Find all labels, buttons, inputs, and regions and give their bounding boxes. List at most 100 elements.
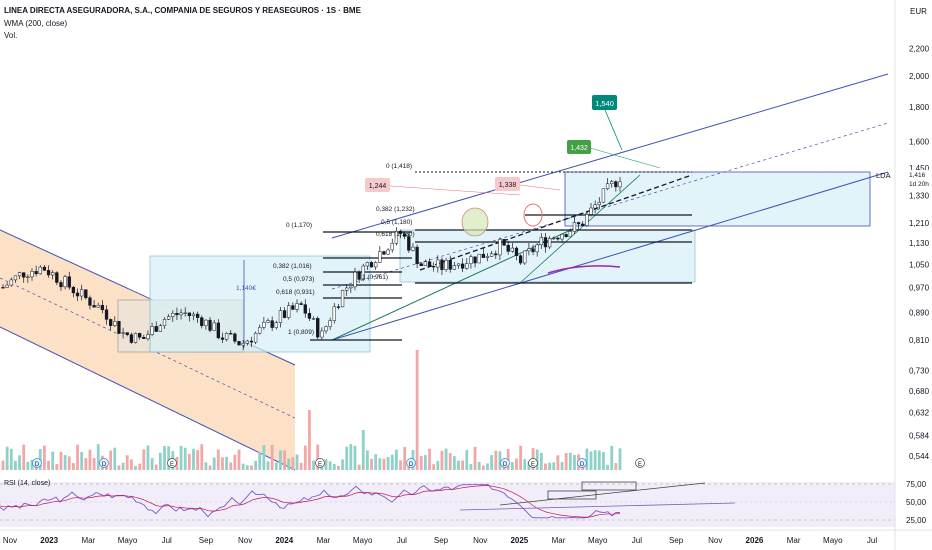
volume-bar xyxy=(556,455,560,470)
time-tick-label: Jul xyxy=(867,536,877,545)
volume-bar xyxy=(67,456,71,470)
falling-channel-lower xyxy=(0,326,296,471)
candle-body xyxy=(328,320,332,327)
volume-bar xyxy=(465,450,469,470)
rsi-label[interactable]: RSI (14, close) xyxy=(4,480,50,487)
annotation-1338[interactable]: 1,338 xyxy=(495,177,520,191)
candle-body xyxy=(150,326,154,335)
time-tick-label: Sep xyxy=(434,536,449,545)
candle-body xyxy=(175,313,179,316)
volume-bar xyxy=(440,450,444,470)
projection-line-1432 xyxy=(589,147,661,169)
volume-bar xyxy=(560,462,564,470)
event-marker[interactable] xyxy=(500,458,510,468)
volume-bar xyxy=(262,445,266,470)
candle-body xyxy=(258,327,262,334)
volume-bar xyxy=(606,464,609,470)
candle-body xyxy=(481,253,485,258)
event-marker[interactable] xyxy=(315,458,325,468)
time-tick-label: Mar xyxy=(317,536,331,545)
price-tick-label: 1,600 xyxy=(909,137,930,146)
candle-body xyxy=(353,271,357,288)
candle-body xyxy=(605,183,610,189)
candle-body xyxy=(245,340,249,344)
candle-body xyxy=(568,231,572,238)
volume-bar xyxy=(212,457,216,470)
event-marker[interactable] xyxy=(528,458,538,468)
volume-bar xyxy=(225,456,229,470)
time-tick-label: Nov xyxy=(473,536,487,545)
event-marker[interactable] xyxy=(32,458,42,468)
candle-body xyxy=(71,286,76,294)
event-marker[interactable] xyxy=(99,458,109,468)
candle-body xyxy=(527,248,531,252)
candle-body xyxy=(299,303,303,305)
candle-body xyxy=(477,253,481,264)
volume-bar xyxy=(5,446,9,470)
price-tick-label: 1,210 xyxy=(909,219,930,228)
volume-bar xyxy=(403,446,407,470)
candle-body xyxy=(88,297,92,306)
candle-body xyxy=(287,305,291,318)
annotation-1244[interactable]: 1,244 xyxy=(365,178,390,192)
volume-bar xyxy=(332,463,336,470)
candle-body xyxy=(365,262,370,267)
event-marker-letter: D xyxy=(35,462,40,468)
candle-body xyxy=(452,265,457,270)
volume-bar xyxy=(80,451,84,470)
annotation-1244-text: 1,244 xyxy=(369,183,387,190)
annotation-1540[interactable]: 1,540 xyxy=(592,95,617,110)
event-marker-letter: D xyxy=(102,462,107,468)
highlight-circle-2 xyxy=(523,203,543,227)
volume-bar xyxy=(283,450,286,470)
volume-bar xyxy=(163,446,166,470)
last-price-value: 1,416 xyxy=(909,172,926,179)
candle-body xyxy=(229,333,233,335)
volume-bar xyxy=(535,449,539,470)
dashed-trend xyxy=(419,174,693,271)
volume-bar xyxy=(55,464,59,470)
annotation-1432[interactable]: 1,432 xyxy=(567,140,591,154)
candle-body xyxy=(13,275,18,281)
time-axis[interactable]: Nov 2023 Mar Mayo Jul Sep Nov 2024 Mar Mayo Jul Sep… xyxy=(3,536,877,545)
price-tick-label: 1,800 xyxy=(909,103,930,112)
volume-bar xyxy=(519,445,523,470)
event-marker[interactable] xyxy=(406,458,416,468)
event-marker[interactable] xyxy=(167,458,177,468)
volume-bar xyxy=(63,455,67,470)
currency-label[interactable]: EUR xyxy=(910,7,927,16)
volume-bar xyxy=(602,451,605,470)
candle-body xyxy=(460,263,465,269)
price-tick-label: 1,050 xyxy=(909,260,930,269)
volume-bar xyxy=(552,462,556,470)
volume-bar xyxy=(71,463,75,470)
candle-body xyxy=(510,247,514,252)
candle-body xyxy=(535,244,539,253)
volume-bar xyxy=(192,448,195,470)
fib-label-05-1180: 0,5 (1,180) xyxy=(381,219,412,226)
wma-indicator-label[interactable]: WMA (200, close) xyxy=(4,19,68,28)
candle-body xyxy=(552,237,556,240)
volume-bar xyxy=(312,460,315,470)
volume-bar xyxy=(419,456,423,470)
candle-body xyxy=(374,262,378,268)
volume-bar xyxy=(523,459,527,470)
volume-bar xyxy=(461,460,465,470)
candle-body xyxy=(547,238,552,248)
candle-body xyxy=(473,256,477,264)
fib-label-0-1418: 0 (1,418) xyxy=(386,163,412,170)
candle-body xyxy=(183,312,187,314)
event-marker[interactable] xyxy=(577,458,587,468)
event-marker[interactable] xyxy=(635,458,645,468)
annotation-1338-text: 1,338 xyxy=(499,182,517,189)
price-tick-label: 0,890 xyxy=(909,309,930,318)
candle-body xyxy=(195,313,200,318)
fib-label-0618-1130: 0,618 (1,130) xyxy=(376,231,415,238)
candle-body xyxy=(303,304,307,314)
volume-indicator-label[interactable]: Vol. xyxy=(4,31,18,40)
candle-body xyxy=(539,237,543,246)
candle-body xyxy=(138,333,142,338)
